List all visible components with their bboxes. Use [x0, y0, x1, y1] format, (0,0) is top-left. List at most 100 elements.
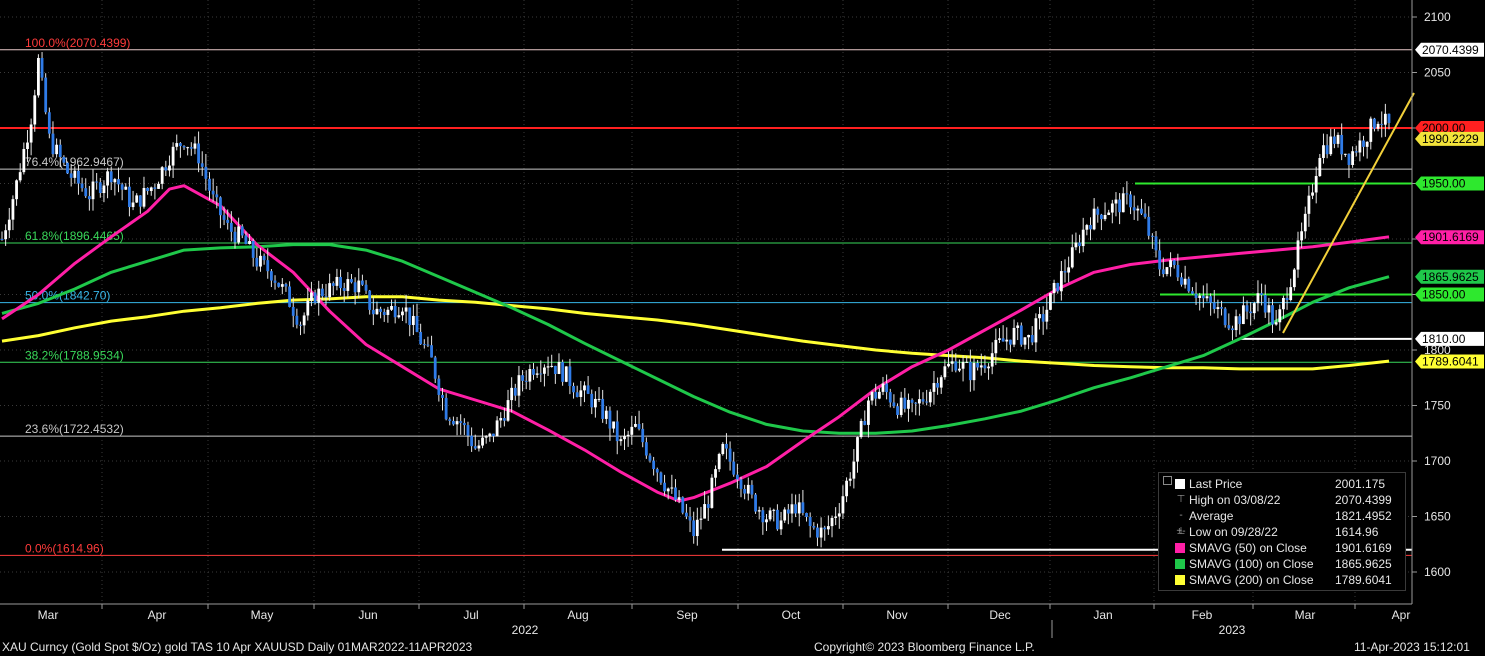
candle-body [1034, 318, 1038, 343]
candle-body [7, 219, 11, 231]
candle-body [914, 402, 918, 404]
candle-body [932, 383, 936, 392]
candle-body [623, 436, 626, 440]
candle-body [1271, 305, 1274, 325]
candle-body [164, 167, 168, 171]
legend-name: Low on 09/28/22 [1189, 525, 1278, 539]
candle-body [153, 187, 157, 189]
candle-body [524, 380, 528, 382]
candle-body [77, 170, 80, 184]
candle-body [983, 365, 987, 369]
candle-body [998, 338, 1001, 340]
candle-body [681, 497, 685, 513]
price-tag-label: 1865.9625 [1422, 270, 1479, 284]
legend-collapse-icon[interactable] [1163, 476, 1172, 485]
candle-body [142, 187, 146, 207]
candle-body [568, 366, 572, 386]
legend-row: SMAVG (200) on Close 1789.6041 [1159, 572, 1405, 588]
candle-body [535, 373, 539, 375]
candle-body [1351, 151, 1354, 165]
candle-body [1001, 338, 1005, 342]
candle-body [208, 178, 211, 191]
candle-body [488, 433, 492, 437]
price-tag: 1865.9625 [1415, 269, 1484, 284]
candle-body [244, 235, 248, 244]
candle-body [706, 504, 710, 508]
candle-body [1354, 151, 1358, 153]
candle-body [437, 378, 441, 395]
candle-body [211, 190, 215, 195]
candle-body [368, 290, 372, 310]
legend-row: SMAVG (50) on Close 1901.6169 [1159, 540, 1405, 556]
candle-body [1234, 316, 1238, 331]
candle-body [717, 454, 721, 470]
candle-body [1191, 291, 1194, 294]
fib-label: 100.0%(2070.4399) [25, 36, 130, 50]
candle-body [448, 419, 452, 421]
candle-body [714, 469, 717, 478]
price-tag-box [1415, 230, 1484, 245]
candle-body [1347, 153, 1351, 165]
candle-body [783, 509, 787, 521]
candle-body [1300, 231, 1304, 241]
legend-name: SMAVG (100) on Close [1189, 557, 1314, 571]
candle-body [1383, 113, 1387, 125]
price-tag-box [1415, 354, 1484, 369]
candle-body [648, 455, 652, 461]
candle-body [925, 401, 929, 403]
price-tag: 2070.4399 [1415, 42, 1484, 57]
candle-body [1256, 293, 1260, 304]
candle-body [601, 398, 605, 419]
legend-swatch [1175, 559, 1185, 569]
sma100-line [1, 243, 1390, 435]
candle-body [149, 187, 153, 192]
candle-body [69, 173, 73, 178]
candle-body [1245, 305, 1249, 312]
candle-body [1238, 316, 1242, 325]
candle-body [1249, 311, 1253, 314]
candle-body [470, 435, 474, 447]
candle-body [1016, 325, 1020, 328]
candle-body [1220, 307, 1223, 309]
candle-body [830, 517, 834, 527]
candle-body [1296, 240, 1300, 270]
candle-body [58, 144, 62, 158]
candle-body [324, 296, 328, 298]
candle-body [593, 398, 597, 408]
candle-body [473, 446, 477, 449]
candle-body [259, 255, 262, 267]
legend-swatch [1175, 479, 1185, 489]
candle-body [688, 516, 692, 521]
candle-body [1212, 302, 1216, 310]
candle-body [1263, 294, 1267, 313]
candle-body [954, 361, 958, 371]
fib-label: 38.2%(1788.9534) [25, 348, 124, 362]
candle-body [1282, 297, 1285, 310]
candle-body [1052, 283, 1056, 294]
candle-body [695, 519, 699, 537]
legend-row: ⊥ Low on 09/28/22 1614.96 [1159, 524, 1405, 540]
candle-body [353, 282, 357, 293]
candle-body [743, 488, 747, 494]
candle-body [808, 516, 812, 527]
candle-body [659, 472, 663, 483]
candle-body [1274, 322, 1278, 325]
candle-body [357, 280, 361, 293]
candle-body [630, 426, 634, 435]
candle-body [1278, 309, 1282, 323]
candle-body [477, 445, 481, 449]
candle-body [543, 367, 546, 374]
candle-body [1285, 297, 1289, 300]
candle-body [168, 165, 171, 171]
candle-body [819, 527, 823, 538]
candle-body [936, 383, 939, 388]
candle-body [251, 240, 255, 258]
chart-legend: Last Price 2001.175 ⊤ High on 03/08/22 2070.… [1158, 472, 1406, 591]
candle-body [346, 279, 350, 291]
candle-body [994, 339, 998, 354]
candle-body [91, 181, 95, 200]
candle-body [1074, 242, 1078, 248]
candle-body [117, 179, 120, 185]
candle-body [794, 504, 798, 514]
candle-body [684, 512, 688, 517]
